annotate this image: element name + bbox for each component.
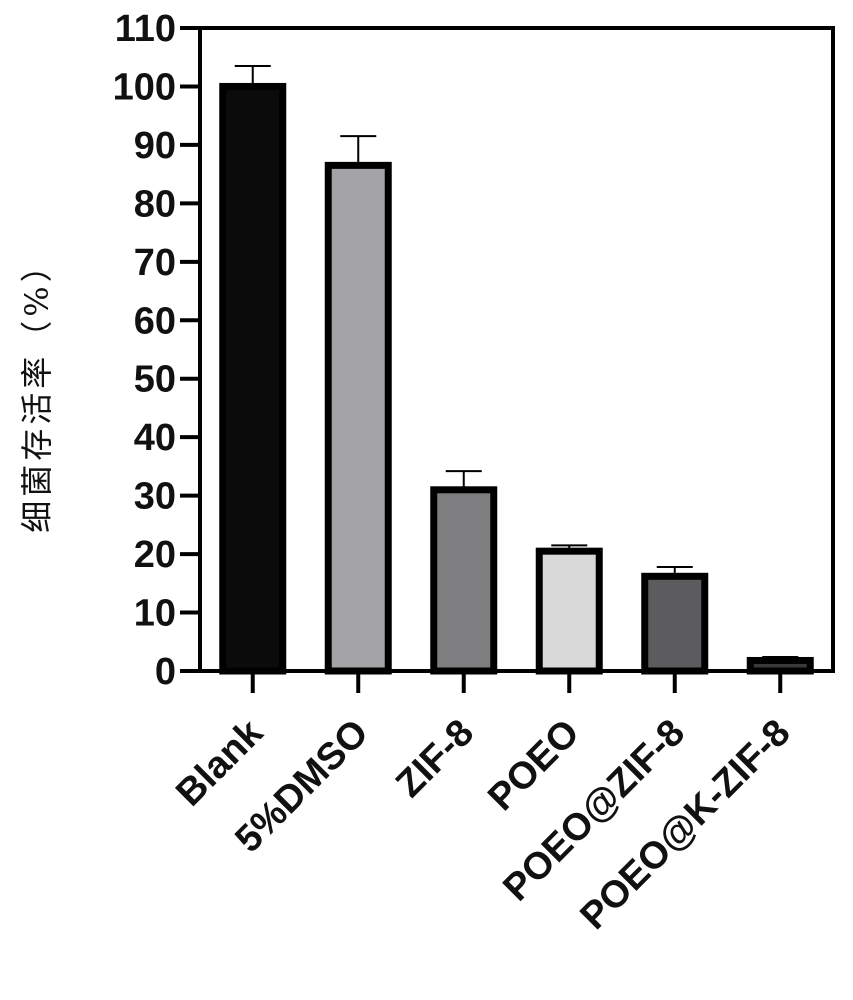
bar — [223, 86, 283, 671]
y-tick-label: 60 — [134, 300, 176, 342]
y-tick-label: 50 — [134, 359, 176, 401]
y-tick-label: 0 — [155, 651, 176, 693]
x-tick-label: Blank — [168, 711, 271, 814]
y-tick-label: 40 — [134, 417, 176, 459]
y-tick-label: 80 — [134, 183, 176, 225]
y-tick-label: 90 — [134, 125, 176, 167]
y-axis-label: 细菌存活率（%） — [18, 246, 56, 532]
x-axis-ticks: Blank5%DMSOZIF-8POEOPOEO@ZIF-8POEO@K-ZIF… — [168, 671, 798, 938]
y-axis-ticks: 0 10 20 30 40 50 60 70 80 90 100 110 — [113, 8, 200, 693]
y-tick-label: 100 — [113, 66, 176, 108]
error-bars — [235, 66, 799, 660]
x-tick-label: POEO@ZIF-8 — [495, 712, 693, 910]
y-tick-label: 30 — [134, 476, 176, 518]
bar — [539, 551, 599, 671]
bar — [328, 165, 388, 671]
bar — [434, 490, 494, 671]
y-tick-label: 70 — [134, 242, 176, 284]
y-tick-label: 10 — [134, 593, 176, 635]
bar — [645, 576, 705, 671]
x-tick-label: ZIF-8 — [388, 712, 482, 806]
y-tick-label: 110 — [115, 8, 176, 50]
bars — [223, 86, 811, 671]
plot-frame — [200, 28, 833, 671]
y-tick-label: 20 — [134, 534, 176, 576]
